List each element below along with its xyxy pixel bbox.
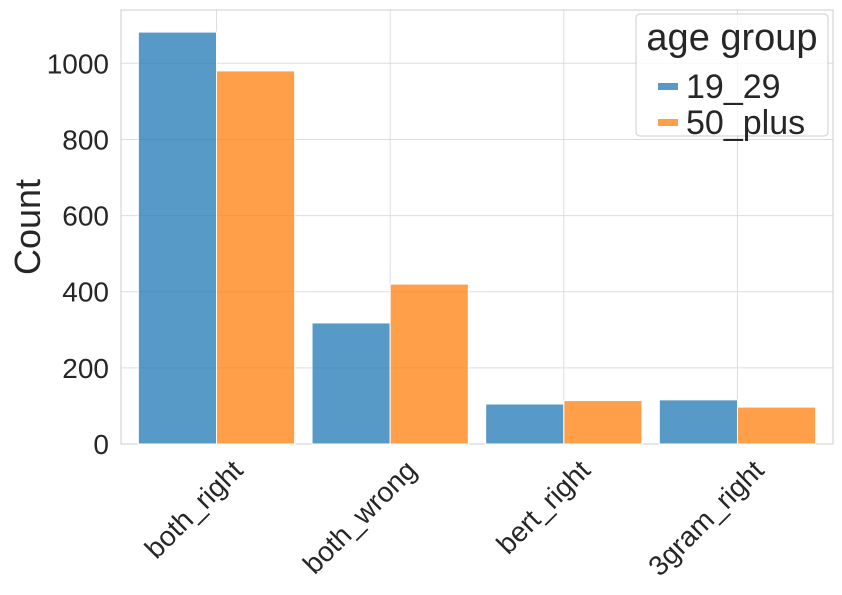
bar-19_29-both_right: [137, 31, 218, 445]
legend-box: [635, 13, 829, 137]
x-tick-label: both_right: [139, 454, 249, 564]
y-tick-label: 400: [62, 277, 109, 308]
bar-50_plus-bert_right: [563, 400, 643, 445]
bar-50_plus-both_right: [216, 70, 296, 445]
y-tick-label: 800: [62, 124, 109, 155]
y-axis-title: Count: [7, 179, 48, 275]
bar-19_29-3gram_right: [658, 399, 738, 445]
legend-label-19_29: 19_29: [686, 68, 781, 106]
y-tick-labels: 0 200 400 600 800 1000: [47, 48, 109, 460]
x-tick-labels: both_right both_wrong bert_right 3gram_righ…: [139, 454, 770, 582]
legend-title: age group: [646, 17, 817, 59]
legend-label-50_plus: 50_plus: [686, 104, 805, 142]
y-tick-label: 0: [93, 429, 109, 460]
y-tick-label: 600: [62, 201, 109, 232]
bar-19_29-bert_right: [485, 403, 565, 445]
legend-swatch-19_29: [658, 83, 678, 90]
y-tick-label: 1000: [47, 48, 109, 79]
legend-swatch-50_plus: [658, 119, 678, 126]
x-tick-label: bert_right: [491, 454, 597, 560]
x-tick-label: 3gram_right: [642, 454, 770, 582]
bar-50_plus-3gram_right: [736, 406, 817, 445]
plot-frame: [120, 9, 834, 445]
bar-50_plus-both_wrong: [389, 283, 469, 445]
x-tick-label: both_wrong: [297, 454, 422, 579]
y-tick-label: 200: [62, 353, 109, 384]
bar-19_29-both_wrong: [311, 322, 391, 445]
bars: [137, 31, 817, 445]
